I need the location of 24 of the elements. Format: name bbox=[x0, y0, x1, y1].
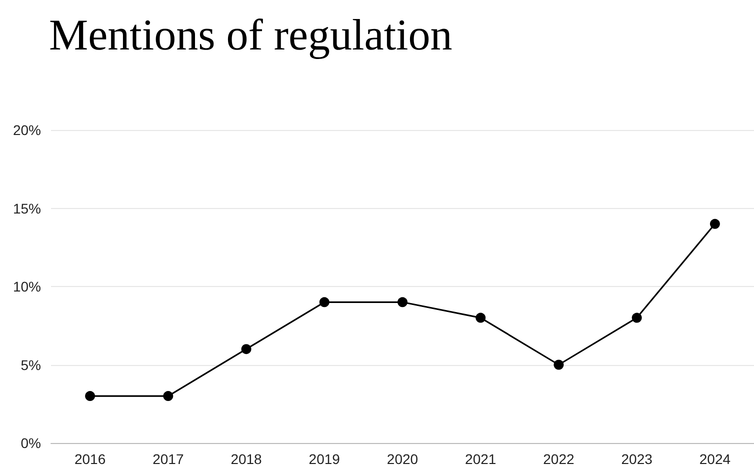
x-tick-label: 2024 bbox=[699, 451, 731, 466]
chart-title: Mentions of regulation bbox=[49, 10, 452, 60]
x-tick-label: 2022 bbox=[543, 451, 575, 466]
point bbox=[163, 391, 174, 402]
x-tick-label: 2019 bbox=[308, 451, 340, 466]
y-tick-label: 5% bbox=[20, 356, 41, 373]
x-tick-label: 2021 bbox=[465, 451, 496, 466]
y-tick-label: 0% bbox=[20, 435, 41, 451]
y-tick-label: 20% bbox=[12, 122, 41, 138]
point bbox=[241, 344, 252, 354]
y-tick-label: 15% bbox=[12, 200, 41, 216]
point bbox=[476, 312, 486, 323]
x-tick-label: 2018 bbox=[230, 451, 262, 466]
point bbox=[710, 218, 720, 229]
y-tick-label: 10% bbox=[12, 278, 41, 294]
point bbox=[85, 391, 96, 402]
x-tick-label: 2020 bbox=[386, 451, 418, 466]
point bbox=[398, 297, 408, 308]
point bbox=[554, 360, 564, 370]
x-tick-label: 2016 bbox=[74, 451, 106, 466]
x-tick-label: 2023 bbox=[621, 451, 653, 466]
point bbox=[319, 297, 330, 308]
point bbox=[632, 312, 642, 323]
x-tick-label: 2017 bbox=[152, 451, 184, 466]
